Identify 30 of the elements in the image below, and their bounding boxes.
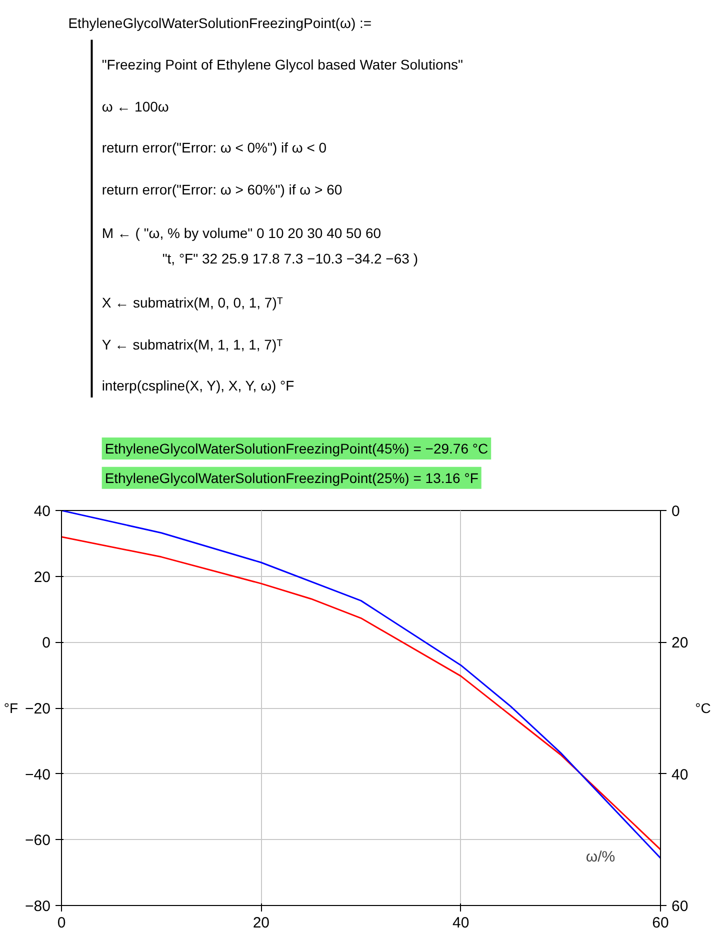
text: Y ← submatrix(M, 1, 1, 1, 7)ᵀ (102, 336, 283, 353)
y-tick-label: −60 (25, 832, 51, 850)
text: X ← submatrix(M, 0, 0, 1, 7)ᵀ (102, 294, 283, 310)
text: "t, °F" 32 25.9 17.8 7.3 −10.3 −34.2 −63 ) (162, 250, 418, 266)
y-tick-label: 40 (34, 503, 51, 520)
y-tick-label: −40 (25, 766, 51, 784)
text: ω ← 100ω (102, 98, 169, 114)
text: "Freezing Point of Ethylene Glycol based Water Solutions" (102, 56, 464, 72)
y-axis-title: °F (4, 700, 18, 716)
y-tick-label: −80 (25, 898, 51, 915)
text: EthyleneGlycolWaterSolutionFreezingPoint(ω) := (68, 15, 372, 32)
y2-axis-title: °C (695, 700, 711, 716)
text: EthyleneGlycolWaterSolutionFreezingPoint(25%) = 13.16 °F (104, 470, 478, 486)
y-tick-label: −20 (25, 700, 51, 718)
y2-tick-label: 60 (672, 898, 688, 915)
x-tick-label: 0 (57, 914, 66, 932)
y-tick-label: 20 (34, 568, 51, 586)
text: return error("Error: ω > 60%") if ω > 60 (102, 182, 342, 198)
y2-tick-label: 40 (672, 766, 688, 784)
x-axis-title: ω/% (586, 848, 616, 866)
text: EthyleneGlycolWaterSolutionFreezingPoint(45%) = −29.76 °C (104, 440, 488, 456)
x-tick-label: 40 (452, 914, 470, 932)
x-tick-label: 20 (252, 914, 270, 932)
y-tick-label: 0 (42, 634, 50, 652)
x-tick-label: 60 (652, 914, 669, 932)
text: interp(cspline(X, Y), X, Y, ω) °F (102, 378, 294, 394)
text: M ← ( "ω, % by volume" 0 10 20 30 40 50 60 (102, 224, 382, 241)
text: return error("Error: ω < 0%") if ω < 0 (102, 140, 327, 156)
y2-tick-label: 0 (672, 503, 680, 520)
y2-tick-label: 20 (672, 634, 688, 652)
